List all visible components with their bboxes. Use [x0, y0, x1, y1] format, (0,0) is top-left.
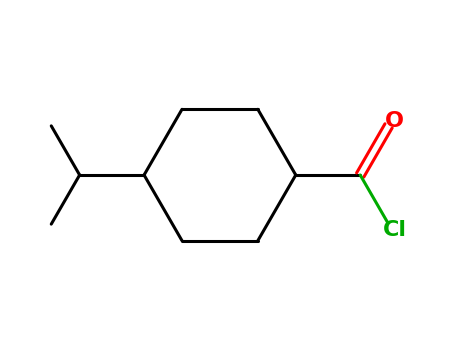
Text: Cl: Cl — [383, 220, 407, 240]
Text: O: O — [384, 111, 404, 131]
